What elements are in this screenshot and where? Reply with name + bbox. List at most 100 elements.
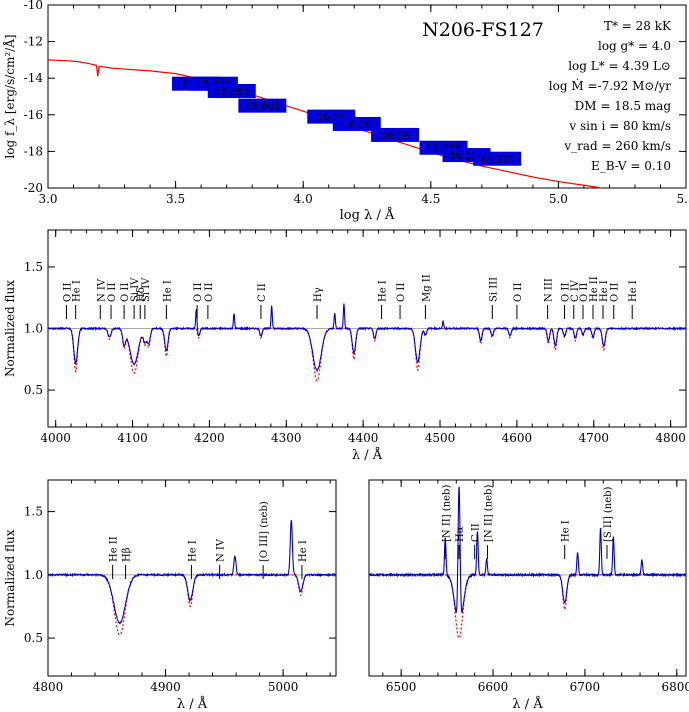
hbeta-spectrum-frame	[47, 479, 337, 677]
sed-x-axis-label: log λ / Å	[340, 207, 395, 223]
sed-y-tick-label: -20	[24, 181, 43, 195]
hbeta-spectrum-line-label: He I	[187, 540, 198, 562]
sed-x-tick-label: 5.5	[676, 192, 689, 206]
blue-spectrum-line-label: Hδ	[136, 287, 147, 302]
halpha-spectrum-line-label: He I	[561, 520, 572, 542]
blue-spectrum-line-label: O II	[204, 283, 215, 302]
blue-spectrum-line-label: C IV	[570, 279, 581, 302]
photometry-label: 16.220	[480, 155, 515, 166]
parameter-line: log Ṁ =-7.92 M⊙/yr	[549, 78, 671, 93]
hbeta-spectrum-observed-spectrum	[47, 519, 337, 625]
sed-y-tick-label: -18	[24, 144, 43, 158]
sed-y-tick-label: -16	[24, 108, 43, 122]
blue-spectrum-x-tick-label: 4200	[194, 431, 225, 445]
blue-spectrum-y-axis-label: Normalized flux	[3, 280, 17, 377]
halpha-spectrum-line-label: C II	[471, 523, 482, 542]
blue-spectrum-line-label: O II	[193, 283, 204, 302]
blue-spectrum-line-label: O II	[62, 283, 73, 302]
blue-spectrum-observed-spectrum	[47, 303, 687, 373]
hbeta-spectrum-y-axis-label: Normalized flux	[3, 529, 17, 626]
blue-spectrum-line-label: O II	[579, 283, 590, 302]
photometry-box	[207, 84, 256, 99]
photometry-box	[371, 127, 420, 142]
halpha-spectrum-x-tick-label: 6500	[386, 680, 417, 694]
hbeta-spectrum-line-label: He I	[298, 540, 309, 562]
blue-spectrum-line-label: O II	[107, 283, 118, 302]
blue-spectrum-line-label: C II	[257, 283, 268, 302]
blue-spectrum-line-label: He II	[589, 276, 600, 302]
parameter-line: log L* = 4.39 L⊙	[568, 59, 671, 73]
blue-spectrum-y-tick-label: 1.5	[24, 260, 43, 274]
blue-spectrum-x-tick-label: 4400	[348, 431, 379, 445]
sed-y-tick-label: -10	[24, 0, 43, 12]
blue-spectrum-x-tick-label: 4000	[40, 431, 71, 445]
hbeta-spectrum-x-tick-label: 5000	[268, 680, 299, 694]
hbeta-spectrum-x-axis-label: λ / Å	[177, 696, 208, 712]
halpha-spectrum-x-tick-label: 6600	[478, 680, 509, 694]
halpha-spectrum-line-label: [S II] (neb)	[603, 486, 614, 542]
halpha-spectrum-line-label: [N II] (neb)	[441, 485, 452, 542]
halpha-spectrum-x-tick-label: 6700	[570, 680, 601, 694]
blue-spectrum-line-label: O II	[120, 283, 131, 302]
blue-spectrum-line-label: He I	[628, 280, 639, 302]
photometry-label: 16.08	[342, 120, 371, 131]
parameter-line: log g* = 4.0	[598, 39, 671, 53]
blue-spectrum-x-tick-label: 4600	[502, 431, 533, 445]
blue-spectrum-y-tick-label: 0.5	[24, 383, 43, 397]
hbeta-spectrum-x-tick-label: 4800	[33, 680, 64, 694]
sed-x-tick-label: 4.5	[421, 192, 440, 206]
photometry-label: 15.801	[245, 102, 280, 113]
blue-spectrum-model-spectrum	[48, 327, 686, 382]
sed-x-tick-label: 3.5	[166, 192, 185, 206]
parameter-line: T* = 28 kK	[604, 19, 672, 33]
hbeta-spectrum-y-tick-label: 1.5	[24, 505, 43, 519]
blue-spectrum-y-tick-label: 1.0	[24, 322, 43, 336]
hbeta-spectrum-model-spectrum	[48, 574, 336, 636]
blue-spectrum-x-tick-label: 4800	[655, 431, 686, 445]
blue-spectrum-line-label: N IV	[96, 278, 107, 302]
blue-spectrum-line-label: Si IV	[141, 277, 152, 302]
halpha-spectrum-frame	[368, 479, 687, 677]
hbeta-spectrum-line-label: N IV	[216, 538, 227, 562]
hbeta-spectrum-line-label: [O III] (neb)	[259, 501, 270, 562]
sed-y-tick-label: -14	[24, 71, 44, 85]
blue-spectrum-line-label: O II	[610, 283, 621, 302]
sed-plot-frame	[47, 4, 687, 189]
halpha-spectrum-model-spectrum	[369, 574, 686, 639]
blue-spectrum-line-label: He I	[162, 280, 173, 302]
photometry-label: 16.220	[449, 151, 484, 162]
blue-spectrum-line-label: Si IV	[130, 277, 141, 302]
sed-x-tick-label: 5.0	[549, 192, 568, 206]
halpha-spectrum-line-label: [N II] (neb)	[484, 485, 495, 542]
blue-spectrum-line-label: He I	[599, 280, 610, 302]
parameter-line: v sin i = 80 km/s	[568, 119, 671, 133]
blue-spectrum-line-label: Si III	[488, 277, 499, 302]
halpha-spectrum-line-label: Hα	[455, 526, 466, 542]
sed-title: N206-FS127	[422, 19, 544, 41]
hbeta-spectrum-x-tick-label: 4900	[150, 680, 181, 694]
blue-spectrum-line-label: Hγ	[313, 287, 324, 302]
blue-spectrum-line-label: He I	[378, 280, 389, 302]
halpha-spectrum-observed-spectrum	[368, 486, 687, 614]
blue-spectrum-line-label: O II	[513, 283, 524, 302]
hbeta-spectrum-line-label: Hβ	[122, 547, 133, 562]
blue-spectrum-line-label: O II	[396, 283, 407, 302]
blue-spectrum-x-tick-label: 4700	[578, 431, 609, 445]
blue-spectrum-line-label: O II	[561, 283, 572, 302]
sed-x-tick-label: 3.0	[38, 192, 57, 206]
photometry-label: 16.01	[317, 113, 346, 124]
photometry-label: 15.583	[214, 87, 249, 98]
sed-y-tick-label: -12	[24, 35, 43, 49]
blue-spectrum-line-label: He I	[72, 280, 83, 302]
halpha-spectrum-x-axis-label: λ / Å	[512, 696, 543, 712]
sed-x-tick-label: 4.0	[294, 192, 313, 206]
blue-spectrum-x-tick-label: 4100	[117, 431, 148, 445]
blue-spectrum-x-axis-label: λ / Å	[352, 447, 383, 463]
parameter-line: DM = 18.5 mag	[575, 99, 672, 113]
photometry-box	[473, 151, 522, 166]
parameter-line: v_rad = 260 km/s	[563, 139, 671, 153]
blue-spectrum-x-tick-label: 4500	[425, 431, 456, 445]
halpha-spectrum-x-tick-label: 6800	[662, 680, 689, 694]
sed-y-axis-label: log f_λ [erg/s/cm²/Å]	[2, 34, 17, 158]
